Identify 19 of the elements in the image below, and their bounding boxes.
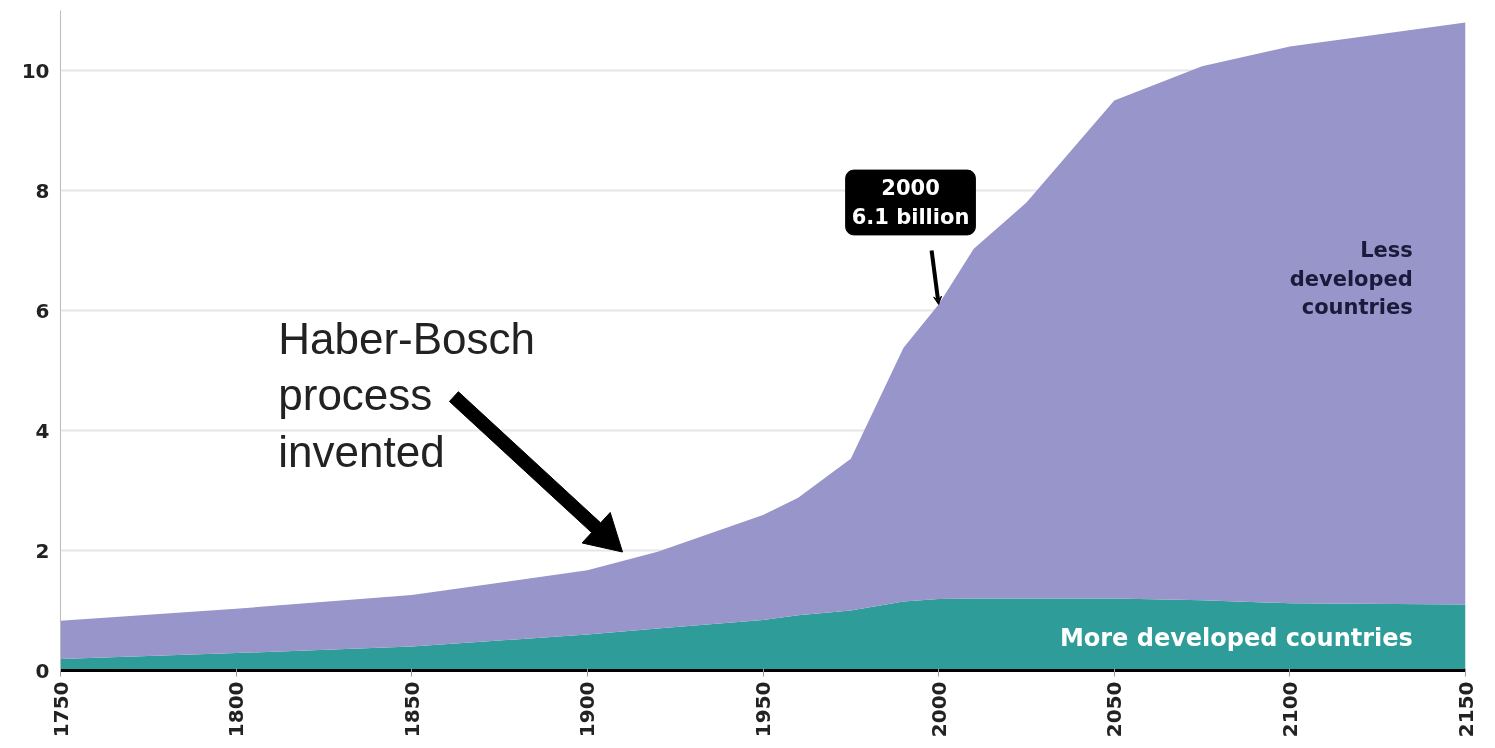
annotation: 2000 6.1 billion [851,176,970,229]
y-tick-label: 4 [35,418,50,443]
y-tick-label: 10 [21,58,50,83]
x-tick-label: 1800 [224,681,249,738]
series-label: More developed countries [1059,623,1413,652]
y-tick-label: 0 [35,658,50,683]
x-tick-label: 1750 [48,681,73,738]
y-tick-label: 8 [35,178,50,203]
x-tick-label: 2100 [1277,681,1302,738]
x-tick-label: 2000 [926,681,951,738]
y-tick-label: 2 [35,538,50,563]
series-label: Less developed countries [1289,237,1413,320]
x-tick-label: 2150 [1453,681,1478,738]
x-tick-label: 1850 [399,681,424,738]
y-tick-label: 6 [35,298,50,323]
x-tick-label: 2050 [1102,681,1127,738]
x-tick-label: 1950 [751,681,775,738]
x-tick-label: 1900 [575,681,600,738]
annotation: Haber-Bosch process invented [278,314,536,476]
